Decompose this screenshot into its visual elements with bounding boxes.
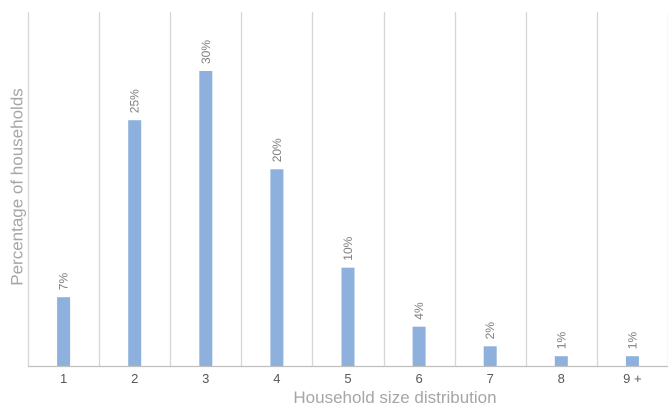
data-label: 1% bbox=[625, 332, 639, 350]
x-tick-label: 7 bbox=[487, 371, 494, 386]
bar-5 bbox=[342, 268, 355, 366]
data-label: 2% bbox=[483, 322, 497, 340]
y-axis-title: Percentage of households bbox=[8, 88, 27, 286]
data-label: 10% bbox=[341, 236, 355, 260]
bar-7 bbox=[484, 346, 497, 366]
x-tick-label: 9 + bbox=[623, 371, 641, 386]
data-label: 4% bbox=[412, 302, 426, 320]
bar-1 bbox=[57, 297, 70, 366]
x-tick-labels: 1 2 3 4 5 6 7 8 9 + bbox=[60, 371, 642, 386]
bar-2 bbox=[128, 120, 141, 366]
bar-6 bbox=[413, 327, 426, 366]
bar-8 bbox=[555, 356, 568, 366]
data-label: 30% bbox=[199, 40, 213, 64]
x-tick-label: 8 bbox=[558, 371, 565, 386]
data-label: 20% bbox=[270, 138, 284, 162]
bar-3 bbox=[199, 71, 212, 366]
bars bbox=[57, 71, 639, 366]
data-label: 1% bbox=[554, 332, 568, 350]
x-tick-label: 1 bbox=[60, 371, 67, 386]
bar-9 bbox=[626, 356, 639, 366]
bar-4 bbox=[270, 169, 283, 366]
x-tick-label: 6 bbox=[415, 371, 422, 386]
x-tick-label: 2 bbox=[131, 371, 138, 386]
x-tick-label: 5 bbox=[344, 371, 351, 386]
data-label: 7% bbox=[57, 273, 71, 291]
x-axis-title: Household size distribution bbox=[293, 388, 496, 407]
data-label: 25% bbox=[128, 89, 142, 113]
x-tick-label: 3 bbox=[202, 371, 209, 386]
x-tick-label: 4 bbox=[273, 371, 280, 386]
